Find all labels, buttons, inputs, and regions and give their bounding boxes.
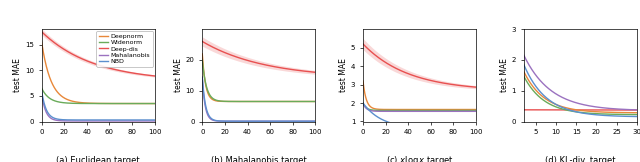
Line: Widenorm: Widenorm [42,88,155,104]
NBD [92,119,100,121]
Deepnorm [151,103,159,104]
NBD [131,119,138,121]
Line: Mahalanobis: Mahalanobis [42,93,155,121]
Title: (d) KL-div. target: (d) KL-div. target [545,156,616,162]
NBD [105,119,113,121]
NBD [92,119,99,121]
Mahalanobis [105,120,113,122]
Title: (b) Mahalanobis target: (b) Mahalanobis target [211,156,307,162]
Widenorm [131,103,138,104]
Widenorm [92,103,99,104]
Deep-dis [148,75,156,77]
Widenorm [105,103,113,104]
Mahalanobis [148,120,156,122]
Mahalanobis [151,120,159,122]
Widenorm [92,103,100,104]
Widenorm [99,103,107,104]
Deepnorm [148,103,156,104]
Widenorm [148,103,156,104]
Title: (c) $x \log x$ target: (c) $x \log x$ target [385,154,454,162]
Mahalanobis [92,120,100,122]
NBD [151,119,159,121]
Widenorm [38,87,45,89]
NBD [148,119,156,121]
Deep-dis [38,31,45,33]
Deepnorm [105,103,113,104]
Deep-dis [151,75,159,77]
Mahalanobis [92,120,99,122]
NBD [38,90,45,92]
NBD [99,119,107,121]
Y-axis label: test MAE: test MAE [339,58,348,92]
Widenorm [151,103,159,104]
Deepnorm [131,103,138,104]
Y-axis label: test MAE: test MAE [13,58,22,92]
Deep-dis [99,65,107,67]
Mahalanobis [38,92,45,94]
Deep-dis [131,72,138,74]
Deep-dis [92,63,99,65]
Mahalanobis [131,120,138,122]
Mahalanobis [99,120,107,122]
Y-axis label: test MAE: test MAE [500,58,509,92]
Deepnorm [92,102,99,104]
Y-axis label: test MAE: test MAE [174,58,183,92]
Legend: Deepnorm, Widenorm, Deep-dis, Mahalanobis, NBD: Deepnorm, Widenorm, Deep-dis, Mahalanobi… [97,31,153,67]
Line: Deep-dis: Deep-dis [42,32,155,76]
Deep-dis [92,63,100,65]
Deep-dis [105,67,113,69]
Deepnorm [99,103,107,104]
Line: NBD: NBD [42,91,155,120]
Title: (a) Euclidean target: (a) Euclidean target [56,156,140,162]
Deepnorm [92,102,100,104]
Deepnorm [38,41,45,43]
Line: Deepnorm: Deepnorm [42,42,155,104]
